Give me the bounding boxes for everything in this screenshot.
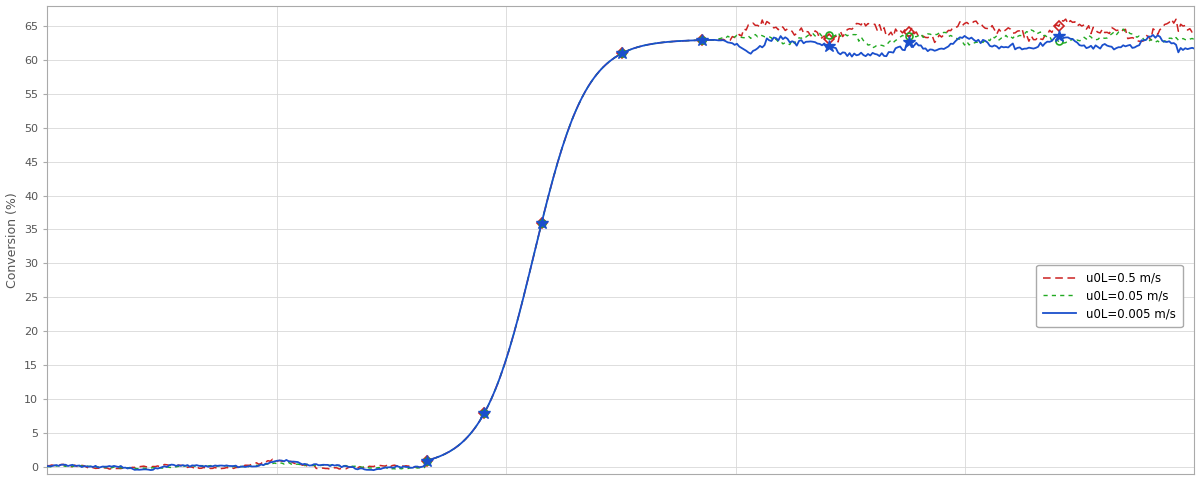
u0L=0.05 m/s	[1164, 36, 1178, 41]
u0L=0.05 m/s	[983, 38, 997, 44]
u0L=0.5 m/s	[323, 467, 337, 472]
u0L=0.5 m/s	[983, 26, 997, 32]
u0L=0.5 m/s	[594, 66, 608, 72]
u0L=0.5 m/s	[40, 463, 54, 468]
u0L=0.005 m/s	[587, 74, 601, 80]
u0L=0.005 m/s	[664, 39, 678, 45]
u0L=0.005 m/s	[725, 40, 739, 46]
u0L=0.05 m/s	[587, 74, 601, 80]
u0L=0.05 m/s	[664, 39, 678, 45]
u0L=0.5 m/s	[725, 34, 739, 39]
u0L=0.005 m/s	[983, 43, 997, 49]
u0L=0.005 m/s	[1187, 46, 1200, 51]
u0L=0.005 m/s	[1146, 32, 1160, 38]
u0L=0.005 m/s	[40, 463, 54, 469]
u0L=0.05 m/s	[725, 35, 739, 40]
Y-axis label: Conversion (%): Conversion (%)	[6, 192, 18, 288]
Line: u0L=0.5 m/s: u0L=0.5 m/s	[47, 19, 1194, 469]
Legend: u0L=0.5 m/s, u0L=0.05 m/s, u0L=0.005 m/s: u0L=0.5 m/s, u0L=0.05 m/s, u0L=0.005 m/s	[1037, 265, 1183, 327]
u0L=0.5 m/s	[1187, 29, 1200, 35]
u0L=0.005 m/s	[1164, 40, 1178, 46]
u0L=0.5 m/s	[664, 39, 678, 45]
u0L=0.05 m/s	[40, 464, 54, 469]
Line: u0L=0.05 m/s: u0L=0.05 m/s	[47, 29, 1194, 470]
u0L=0.05 m/s	[1187, 37, 1200, 43]
u0L=0.005 m/s	[366, 467, 380, 473]
u0L=0.5 m/s	[1164, 16, 1178, 22]
u0L=0.5 m/s	[587, 74, 601, 80]
Line: u0L=0.005 m/s: u0L=0.005 m/s	[47, 35, 1194, 470]
u0L=0.5 m/s	[1058, 16, 1073, 22]
u0L=0.05 m/s	[390, 467, 404, 473]
u0L=0.005 m/s	[594, 66, 608, 72]
u0L=0.05 m/s	[1116, 26, 1130, 32]
u0L=0.05 m/s	[594, 66, 608, 72]
